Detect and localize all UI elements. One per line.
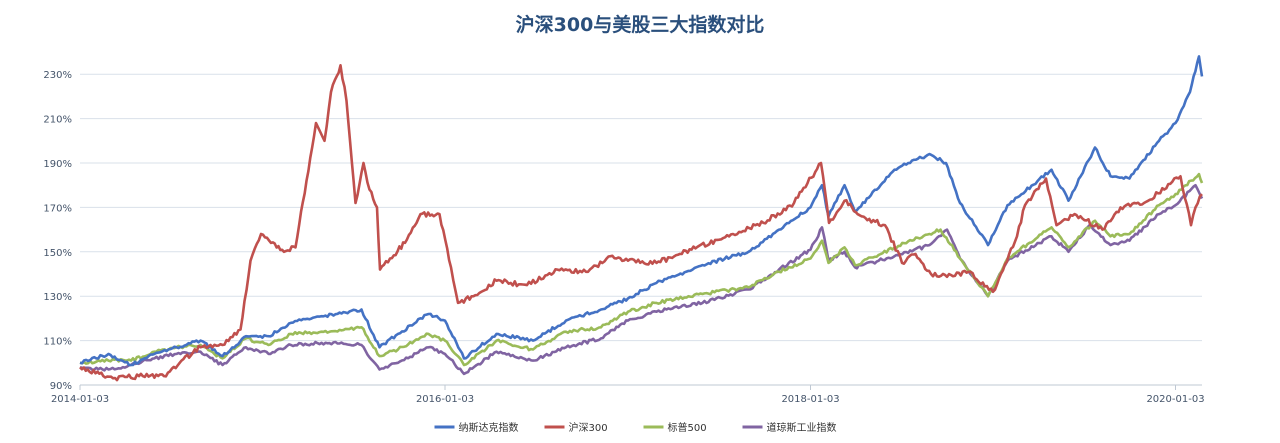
legend-label: 标普500 (668, 421, 707, 434)
y-tick-label: 210% (43, 115, 72, 126)
series-line-1 (79, 55, 1204, 367)
y-tick-label: 170% (43, 203, 72, 214)
y-tick-label: 230% (43, 70, 72, 81)
x-tick-label: 2014-01-03 (51, 394, 109, 405)
legend: 纳斯达克指数 沪深300 标普500 道琼斯工业指数 (434, 421, 837, 434)
y-tick-label: 150% (43, 248, 72, 259)
x-axis: 2014-01-03 2016-01-03 2018-01-03 2020-01-03 (51, 385, 1205, 405)
legend-item: 标普500 (643, 421, 707, 434)
series-line-2 (79, 64, 1203, 382)
legend-item: 道琼斯工业指数 (742, 421, 837, 434)
x-tick-label: 2016-01-03 (416, 394, 474, 405)
y-axis: 90% 110% 130% 150% 170% 190% 210% 230% (43, 70, 72, 392)
y-tick-label: 130% (43, 292, 72, 303)
x-tick-label: 2018-01-03 (781, 394, 839, 405)
y-tick-label: 190% (43, 159, 72, 170)
y-tick-label: 110% (43, 337, 72, 348)
legend-label: 纳斯达克指数 (459, 421, 519, 434)
legend-item: 纳斯达克指数 (434, 421, 519, 434)
series-line-3 (79, 172, 1204, 367)
series-line-4 (79, 183, 1204, 376)
y-tick-label: 90% (50, 381, 72, 392)
grid-lines (80, 73, 1202, 342)
legend-label: 沪深300 (569, 421, 608, 434)
series-lines (79, 55, 1204, 382)
legend-label: 道琼斯工业指数 (767, 421, 837, 434)
x-tick-label: 2020-01-03 (1146, 394, 1204, 405)
chart-title: 沪深300与美股三大指数对比 (515, 14, 765, 36)
legend-item: 沪深300 (544, 421, 608, 434)
